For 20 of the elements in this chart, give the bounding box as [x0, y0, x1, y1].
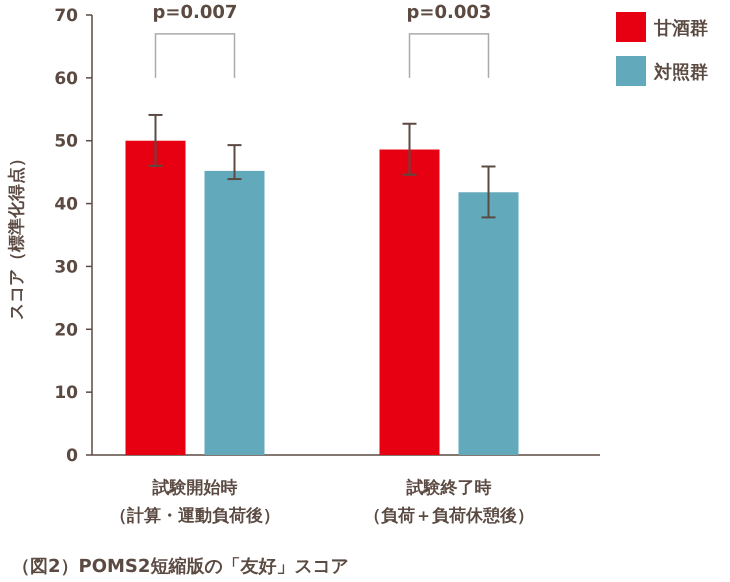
annotation: p=0.007 — [152, 2, 238, 24]
y-tick-label: 30 — [54, 257, 78, 278]
text: （図2）POMS2短縮版の「友好」スコア — [12, 556, 348, 577]
y-tick-label: 20 — [54, 320, 78, 340]
x-tick-label: 試験終了時（負荷＋負荷休憩後） — [364, 478, 534, 526]
y-tick-label: 40 — [54, 194, 78, 215]
annotation: p=0.003 — [406, 2, 492, 24]
bar — [204, 170, 264, 455]
legend-label: 甘酒群 — [653, 18, 708, 39]
bar — [458, 192, 518, 455]
y-tick-label: 70 — [54, 6, 78, 26]
y-axis-title: スコア（標準化得点） — [7, 150, 27, 320]
bar — [380, 150, 440, 455]
legend-label: 対照群 — [653, 62, 708, 83]
y-tick-label: 50 — [54, 132, 78, 152]
x-tick-label: 試験開始時（計算・運動負荷後） — [110, 478, 280, 526]
y-tick-label: 0 — [66, 446, 78, 466]
y-tick-label: 10 — [54, 383, 78, 404]
bar — [126, 140, 186, 455]
y-tick-label: 60 — [54, 68, 78, 89]
